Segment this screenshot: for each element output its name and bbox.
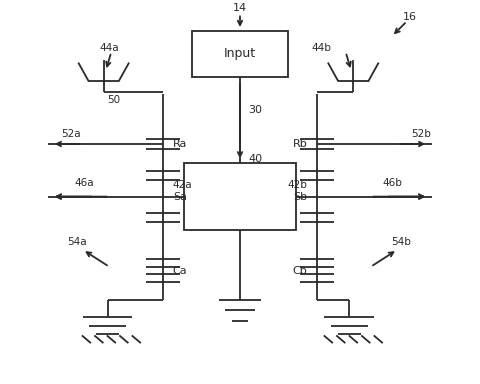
Text: 50: 50: [108, 95, 120, 105]
Text: 30: 30: [249, 105, 263, 116]
Text: 52b: 52b: [411, 129, 431, 139]
Text: Sb: Sb: [293, 192, 307, 202]
Text: 40: 40: [249, 154, 263, 164]
Text: Ca: Ca: [173, 266, 187, 276]
Bar: [184, 163, 296, 230]
Text: 54b: 54b: [392, 237, 411, 247]
Text: Input: Input: [224, 47, 256, 60]
Text: 46b: 46b: [382, 178, 402, 188]
Text: 46a: 46a: [75, 178, 95, 188]
Text: 44a: 44a: [100, 43, 120, 53]
Text: Rb: Rb: [292, 139, 307, 149]
Text: 14: 14: [233, 3, 247, 13]
Text: 44b: 44b: [311, 43, 331, 53]
Text: 16: 16: [403, 12, 417, 22]
Text: Sa: Sa: [173, 192, 187, 202]
Bar: [192, 31, 288, 77]
Text: 52a: 52a: [61, 129, 81, 139]
Text: 42b: 42b: [288, 180, 307, 190]
Text: Ra: Ra: [173, 139, 187, 149]
Text: Cb: Cb: [292, 266, 307, 276]
Text: 42a: 42a: [173, 180, 192, 190]
Text: 54a: 54a: [67, 237, 87, 247]
